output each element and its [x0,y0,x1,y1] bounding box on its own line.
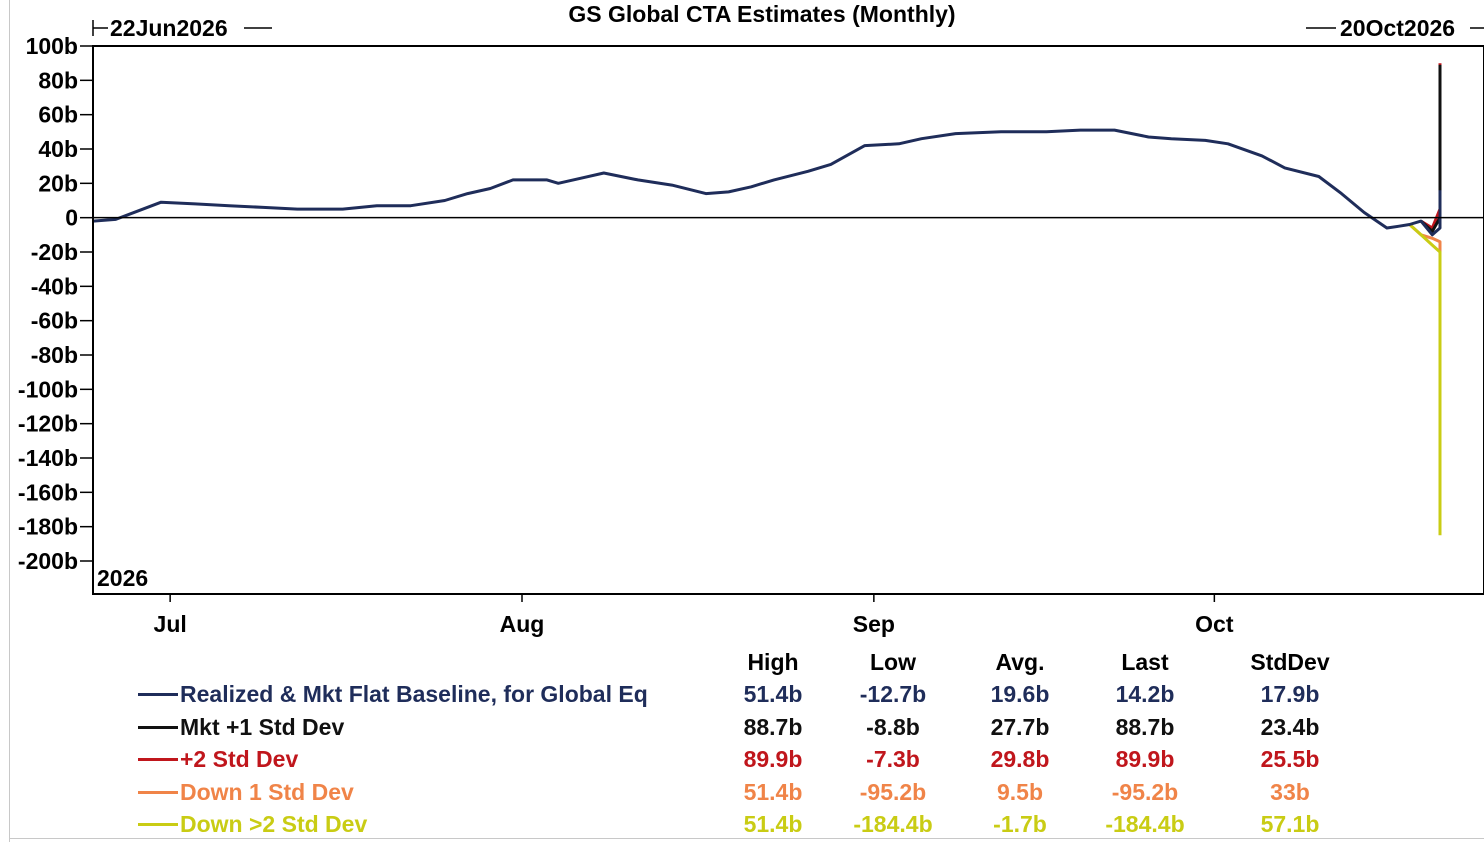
stat-header: Last [1121,649,1169,675]
y-tick-label: -80b [31,342,78,368]
legend-stat-cell: 27.7b [990,713,1050,740]
y-tick-label: -160b [18,479,78,505]
chart-title: GS Global CTA Estimates (Monthly) [568,1,955,27]
legend-swatch [138,725,178,729]
y-tick-label: -120b [18,411,78,437]
x-tick-label: Aug [500,611,545,637]
y-tick-label: 0 [65,205,78,231]
y-tick-label: -180b [18,514,78,540]
legend-stat-cell: 89.9b [743,746,803,772]
legend-stat-cell: 19.6b [990,681,1050,707]
y-tick-label: 60b [38,102,78,128]
legend-stat-cell: 88.7b [743,713,803,740]
legend-series-name: +2 Std Dev [180,746,299,772]
legend-series-name: Down >2 Std Dev [180,811,368,837]
legend-stat-cell: -1.7b [993,811,1047,837]
frame-left-edge [9,0,10,842]
y-tick-label: -200b [18,548,78,574]
legend-stat-cell: 29.8b [990,746,1050,772]
legend-stat-cell: -95.2b [859,778,927,805]
legend-swatch [138,790,178,794]
legend-stat-cell: 9.5b [996,778,1044,805]
legend-stat-cell: 23.4b [1260,713,1320,740]
legend-stat-cell: -12.7b [859,681,927,707]
legend-series-name: Realized & Mkt Flat Baseline, for Global… [180,681,648,707]
legend-stat-cell: -184.4b [853,811,933,837]
legend-stat-cell: -95.2b [1111,778,1179,805]
stat-header: Low [870,649,916,675]
y-tick-label: -40b [31,273,78,299]
legend-stat-cell: 57.1b [1260,811,1320,837]
stat-header: Avg. [995,649,1045,675]
year-label: 2026 [97,565,148,591]
stat-header: High [747,649,799,675]
plot-frame [92,45,1484,595]
legend-series-name: Down 1 Std Dev [180,778,354,805]
y-tick-label: 80b [38,67,78,93]
legend-stat-cell: 25.5b [1260,746,1320,772]
legend-swatch [138,758,178,761]
legend-stat-cell: 89.9b [1115,746,1175,772]
y-tick-label: 100b [26,33,78,59]
series-line-0 [92,128,1442,237]
x-tick-label: Sep [853,611,895,637]
x-tick-label: Oct [1195,611,1234,637]
frame-bottom-edge [9,838,1484,839]
legend-stat-cell: -8.8b [866,713,920,740]
series-line-4 [1408,223,1442,536]
stat-header: StdDev [1250,649,1330,675]
legend-stat-cell: 33b [1270,778,1310,805]
y-tick-label: -60b [31,308,78,334]
legend-stat-cell: 51.4b [743,778,803,805]
legend-stat-cell: 51.4b [743,811,803,837]
y-tick-label: -20b [31,239,78,265]
date-end-label: 20Oct2026 [1340,15,1455,41]
legend-stat-cell: -184.4b [1105,811,1185,837]
legend-stat-cell: 88.7b [1115,713,1175,740]
y-tick-label: 40b [38,136,78,162]
x-tick-label: Jul [154,611,187,637]
y-tick-label: -100b [18,376,78,402]
legend-series-name: Mkt +1 Std Dev [180,713,345,740]
legend-stat-cell: 51.4b [743,681,803,707]
legend-stat-cell: 14.2b [1115,681,1175,707]
legend-stat-cell: -7.3b [866,746,920,772]
legend-swatch [138,693,178,696]
legend-swatch [138,823,178,826]
y-tick-label: 20b [38,170,78,196]
legend-stat-cell: 17.9b [1260,681,1320,707]
y-tick-label: -140b [18,445,78,471]
date-start-label: 22Jun2026 [110,15,228,41]
